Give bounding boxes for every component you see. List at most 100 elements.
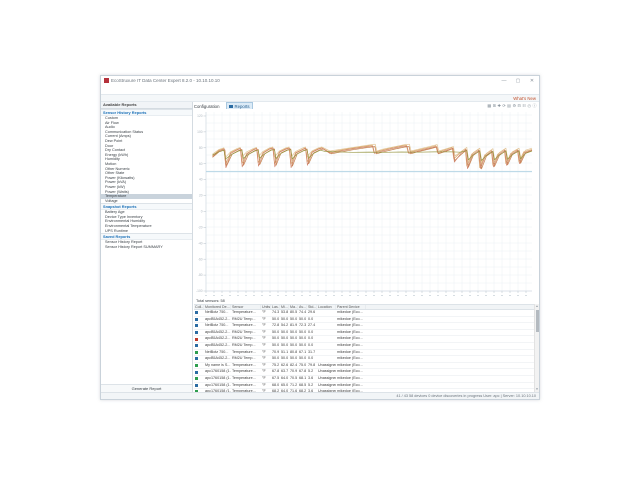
table-row[interactable]: apc1760158 (1... Temperature... °F 68.0 65.0… bbox=[194, 383, 534, 390]
minimize-button[interactable]: — bbox=[501, 78, 507, 84]
temperature-history-chart[interactable]: -100 -80 -60 -40 -20 0 20 40 60 80 100 120 bbox=[194, 109, 539, 298]
report-item-dew-point[interactable]: Dew Point bbox=[105, 138, 123, 143]
sensor-icon bbox=[195, 311, 198, 315]
table-cell: apc1760158 (1... bbox=[205, 382, 231, 387]
settings-gear-icon[interactable]: ⚙ bbox=[512, 103, 517, 108]
table-cell: 72.8 bbox=[272, 323, 280, 328]
table-cell: Unassigned bbox=[318, 369, 336, 374]
table-cell: Unassigned bbox=[318, 382, 336, 387]
close-button[interactable]: ✕ bbox=[529, 78, 535, 84]
remove-icon[interactable]: ⊟ bbox=[517, 103, 522, 108]
table-row[interactable]: apcB5A452-2... RM2U Temp... °F 50.0 50.0 50.0… bbox=[194, 343, 534, 350]
report-item-ups-runtime[interactable]: UPS Runtime bbox=[105, 228, 129, 233]
table-cell: 31.7 bbox=[308, 349, 316, 354]
layers-icon[interactable]: ☷ bbox=[522, 103, 527, 108]
report-item-door[interactable]: Door bbox=[105, 143, 114, 148]
grid-view-icon[interactable]: ▦ bbox=[487, 103, 492, 108]
add-device-icon[interactable]: ⊞ bbox=[492, 103, 497, 108]
table-cell: 74.4 bbox=[299, 310, 307, 314]
table-cell bbox=[317, 323, 336, 329]
report-item-environmental-temperature[interactable]: Environmental Temperature bbox=[105, 224, 152, 229]
whats-new-link[interactable]: What's New bbox=[513, 96, 536, 101]
table-cell: 70.9 bbox=[272, 349, 280, 354]
report-item-sensor-history-report-summary[interactable]: Sensor History Report SUMMARY bbox=[105, 244, 163, 249]
table-row[interactable]: apcB5A452-2... RM2U Temp... °F 50.0 50.0 50.0… bbox=[194, 317, 534, 324]
table-cell bbox=[317, 350, 336, 356]
clock-icon[interactable]: ◴ bbox=[527, 103, 532, 108]
scroll-down-icon[interactable]: ▼ bbox=[535, 387, 539, 391]
report-item-motion[interactable]: Motion bbox=[105, 161, 117, 166]
table-cell: 53.8 bbox=[281, 310, 289, 314]
column-header-las[interactable]: Las... bbox=[272, 305, 280, 309]
table-row[interactable]: apcB5A452-2... RM2U Temp... °F 50.0 50.0 50.0… bbox=[194, 330, 534, 337]
column-header-monitored-de[interactable]: Monitored De... bbox=[205, 305, 231, 309]
report-item-sensor-history-report[interactable]: Sensor History Report bbox=[105, 240, 143, 245]
generate-report-button[interactable]: Generate Report bbox=[101, 384, 192, 392]
report-item-power-kw[interactable]: Power (kW) bbox=[105, 184, 125, 189]
column-header-ma[interactable]: Ma... bbox=[290, 305, 298, 309]
y-axis-tick-label: 80 bbox=[199, 146, 203, 150]
report-item-audio[interactable]: Audio bbox=[105, 125, 115, 130]
column-header-parent-device[interactable]: Parent Device bbox=[336, 305, 366, 309]
report-item-power-kilowatts[interactable]: Power (Kilowatts) bbox=[105, 175, 135, 180]
table-cell: 50.0 bbox=[299, 336, 307, 341]
maximize-button[interactable]: ▢ bbox=[515, 78, 521, 84]
sensor-icon bbox=[195, 383, 198, 387]
scroll-up-icon[interactable]: ▲ bbox=[535, 304, 539, 308]
column-header-coll[interactable]: Coll... bbox=[195, 305, 204, 309]
sensor-icon-cell bbox=[194, 323, 204, 329]
table-cell bbox=[317, 356, 336, 362]
refresh-icon[interactable]: ⟳ bbox=[502, 103, 507, 108]
report-item-air-flow[interactable]: Air Flow bbox=[105, 120, 119, 125]
table-cell: apc1760158 (1... bbox=[205, 369, 231, 374]
table-row[interactable]: apc1760158 (1... Temperature... °F 67.5 64.0… bbox=[194, 376, 534, 383]
scrollbar-thumb[interactable] bbox=[535, 310, 539, 332]
table-scrollbar[interactable]: ▲ ▼ bbox=[534, 304, 539, 392]
list-view-icon[interactable]: ▤ bbox=[507, 103, 512, 108]
table-row[interactable]: apc1760158 (1... Temperature... °F 68.2 64.0… bbox=[194, 389, 534, 392]
report-item-energy-kwh[interactable]: Energy (kWh) bbox=[105, 152, 129, 157]
table-row[interactable]: NetBotz 750... Temperature... °F 74.3 53.8 80… bbox=[194, 310, 534, 317]
table-row[interactable]: apcB5A452-2... RM2U Temp... °F 50.0 50.0 50.0… bbox=[194, 356, 534, 363]
report-item-current-amps[interactable]: Current (Amps) bbox=[105, 134, 131, 139]
sensor-icon bbox=[195, 337, 198, 341]
report-item-device-type-inventory[interactable]: Device Type Inventory bbox=[105, 214, 143, 219]
info-icon[interactable]: ⓘ bbox=[532, 103, 537, 108]
report-item-power-watts[interactable]: Power (Watts) bbox=[105, 189, 129, 194]
table-cell: 50.0 bbox=[272, 356, 280, 361]
report-item-battery-age[interactable]: Battery Age bbox=[105, 210, 125, 215]
report-item-environmental-humidity[interactable]: Environmental Humidity bbox=[105, 219, 146, 224]
table-row[interactable]: apc1760158 (1... Temperature... °F 67.8 63.7… bbox=[194, 369, 534, 376]
report-item-other-state[interactable]: Other State bbox=[105, 171, 125, 176]
table-cell: °F bbox=[262, 349, 266, 354]
sensor-table-header[interactable]: Coll... Monitored De... Sensor Units Las... M… bbox=[194, 304, 534, 310]
table-cell: 70.9 bbox=[290, 369, 298, 374]
report-item-custom[interactable]: Custom bbox=[105, 116, 119, 120]
column-header-mi[interactable]: Mi... bbox=[281, 305, 289, 309]
table-row[interactable]: NetBotz 750... Temperature... °F 72.8 54.2 81… bbox=[194, 323, 534, 330]
report-item-temperature[interactable]: Temperature bbox=[101, 194, 192, 199]
report-item-voltage[interactable]: Voltage bbox=[105, 198, 118, 203]
table-cell: 50.0 bbox=[290, 329, 298, 334]
table-row[interactable]: My name is S... Temperature... °F 75.2 62.6 8… bbox=[194, 363, 534, 370]
column-header-std[interactable]: Std... bbox=[308, 305, 317, 309]
table-cell: apcB5A452-2... bbox=[205, 336, 231, 341]
column-header-av[interactable]: Av... bbox=[299, 305, 307, 309]
table-cell: mikedoe (Eco... bbox=[337, 375, 363, 380]
report-item-communication-status[interactable]: Communication Status bbox=[105, 129, 144, 134]
column-header-location[interactable]: Location bbox=[317, 305, 336, 309]
discover-icon[interactable]: ✚ bbox=[497, 103, 502, 108]
column-header-sensor[interactable]: Sensor bbox=[231, 305, 261, 309]
y-axis-tick-label: -40 bbox=[198, 241, 203, 245]
sensor-icon bbox=[195, 364, 198, 368]
report-item-dry-contact[interactable]: Dry Contact bbox=[105, 148, 126, 153]
table-row[interactable]: apcB5A452-2... RM2U Temp... °F 50.0 50.0 50.0… bbox=[194, 336, 534, 343]
chart-canvas: -100 -80 -60 -40 -20 0 20 40 60 80 100 120 bbox=[196, 112, 533, 296]
table-row[interactable]: NetBotz 750... Temperature... °F 70.9 51.1 80… bbox=[194, 350, 534, 357]
table-cell: 64.0 bbox=[281, 389, 289, 392]
column-header-units[interactable]: Units bbox=[262, 305, 271, 309]
table-cell: °F bbox=[262, 362, 266, 367]
report-item-other-numeric[interactable]: Other Numeric bbox=[105, 166, 130, 171]
report-item-power-kva[interactable]: Power (kVA) bbox=[105, 180, 127, 185]
report-item-humidity[interactable]: Humidity bbox=[105, 157, 120, 162]
